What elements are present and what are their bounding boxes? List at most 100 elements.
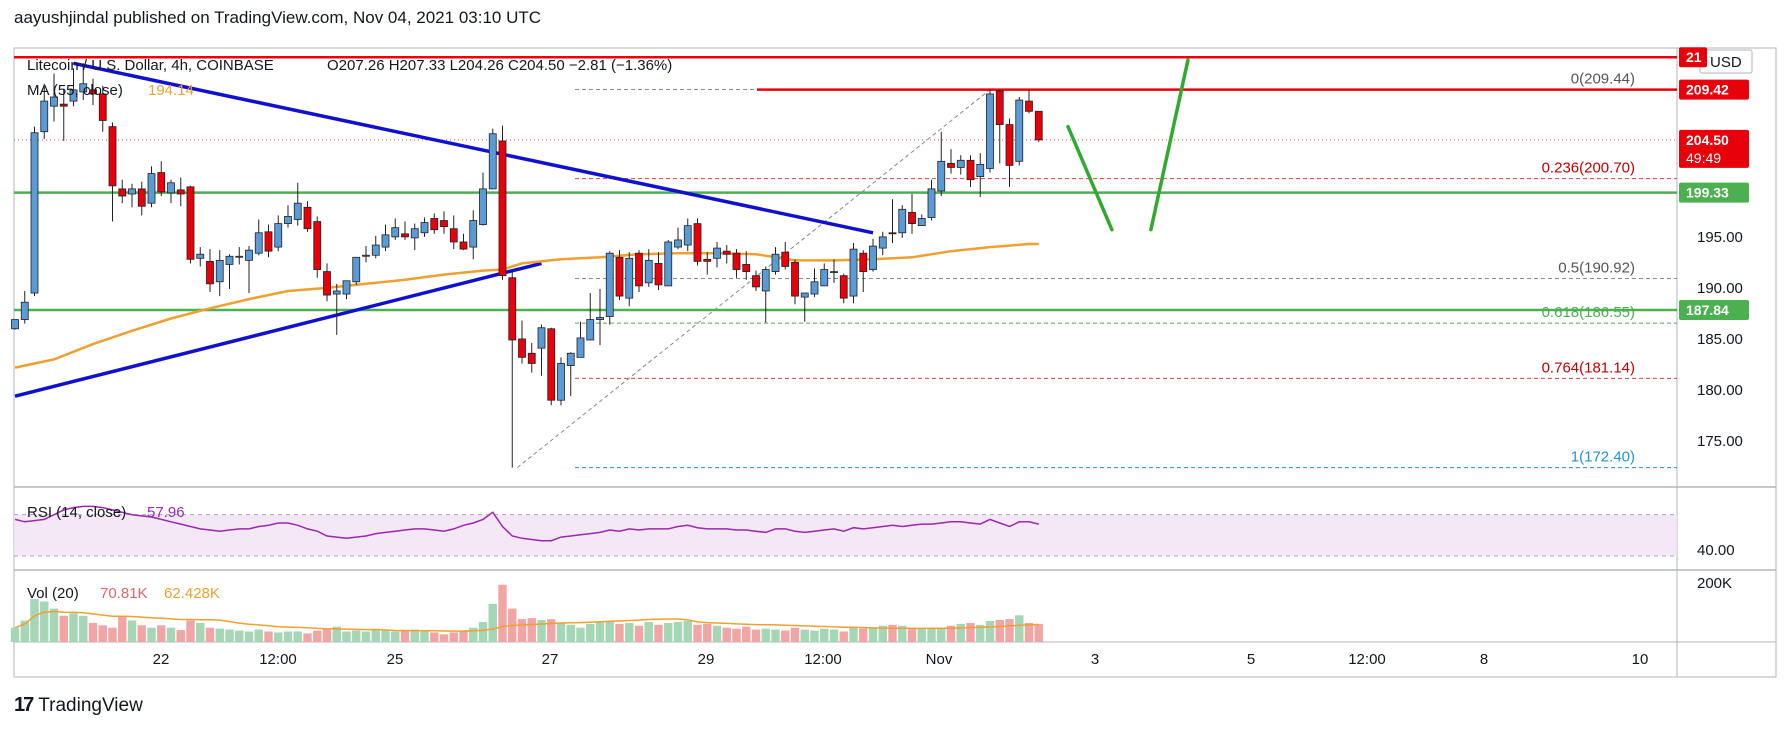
volume-bar bbox=[995, 620, 1004, 642]
volume-bar bbox=[615, 623, 624, 642]
candle-down bbox=[508, 277, 517, 341]
candle-up bbox=[235, 255, 244, 258]
price-badge-label: 187.84 bbox=[1686, 302, 1729, 318]
volume-bar bbox=[527, 618, 536, 642]
volume-bar bbox=[985, 621, 995, 642]
candle-up bbox=[469, 220, 478, 248]
candle-up bbox=[50, 96, 58, 107]
volume-bar bbox=[488, 603, 497, 642]
candle-up bbox=[625, 257, 634, 299]
candle-up bbox=[352, 256, 361, 283]
legend-symbol: Litecoin / U.S. Dollar, 4h, COINBASE bbox=[27, 57, 274, 74]
candle-up bbox=[79, 83, 88, 93]
candle-down bbox=[703, 258, 712, 262]
volume-bar bbox=[459, 630, 468, 642]
volume-bar bbox=[790, 627, 800, 642]
volume-bar bbox=[634, 625, 644, 642]
candle-up bbox=[284, 216, 292, 225]
volume-bar bbox=[1034, 623, 1043, 642]
volume-bar bbox=[283, 631, 293, 642]
volume-bar bbox=[586, 623, 595, 642]
volume-bar bbox=[69, 613, 78, 642]
volume-bar bbox=[673, 621, 683, 642]
volume-bar bbox=[274, 632, 283, 642]
price-badges: 21 209.42 204.50 49:49 199.33 187.84 bbox=[1679, 47, 1749, 320]
volume-bar bbox=[196, 622, 205, 642]
fib-level-label: 0.236(200.70) bbox=[1542, 160, 1635, 177]
volume-bar bbox=[176, 630, 185, 642]
horizontal-levels[interactable] bbox=[14, 55, 1677, 312]
candle-up bbox=[898, 208, 907, 234]
candles bbox=[11, 63, 1043, 468]
tradingview-logo-icon: 17 bbox=[14, 694, 34, 716]
volume-bar bbox=[732, 628, 741, 642]
candle-down bbox=[742, 264, 751, 272]
candle-up bbox=[225, 255, 234, 265]
volume-bar bbox=[322, 628, 332, 642]
candle-down bbox=[947, 162, 955, 168]
candle-up bbox=[644, 259, 653, 284]
candle-down bbox=[186, 186, 195, 260]
candle-up bbox=[69, 89, 78, 102]
candle-up bbox=[917, 218, 926, 227]
projection-path[interactable] bbox=[1066, 58, 1190, 232]
candle-down bbox=[59, 103, 68, 107]
candle-down bbox=[908, 211, 916, 224]
tradingview-footer[interactable]: 17 TradingView bbox=[14, 694, 143, 717]
fib-retracement[interactable]: 0(209.44) 0.236(200.70) 0.5(190.92) 0.618(1… bbox=[516, 70, 1677, 469]
time-tick-label: 12:00 bbox=[259, 651, 297, 668]
candle-up bbox=[391, 227, 400, 238]
candle-up bbox=[878, 236, 887, 249]
candle-down bbox=[430, 218, 439, 231]
candle-down bbox=[303, 206, 312, 230]
legend-vol-label: Vol (20) bbox=[27, 585, 79, 602]
volume-bar bbox=[849, 626, 858, 642]
volume-bar bbox=[225, 629, 234, 642]
candle-up bbox=[371, 244, 380, 256]
volume-bar bbox=[644, 621, 653, 642]
candle-up bbox=[800, 292, 809, 298]
candle-down bbox=[635, 252, 643, 287]
volume-bar bbox=[683, 621, 692, 642]
candle-up bbox=[976, 163, 985, 178]
volume-bar bbox=[537, 620, 546, 642]
price-badge-label: 209.42 bbox=[1686, 82, 1729, 98]
legend-ohlc: O207.26 H207.33 L204.26 C204.50 −2.81 (−… bbox=[327, 57, 672, 74]
candle-up bbox=[810, 281, 819, 295]
candle-down bbox=[137, 188, 146, 207]
projection-up bbox=[1149, 58, 1190, 232]
projection-down bbox=[1066, 124, 1114, 232]
volume-bar bbox=[137, 625, 146, 642]
volume-bar bbox=[391, 631, 400, 642]
candle-down bbox=[176, 189, 185, 195]
volume-bar bbox=[342, 631, 351, 642]
legend-vol-value: 70.81K bbox=[100, 585, 148, 602]
volume-bar bbox=[654, 624, 663, 642]
volume-bar bbox=[166, 627, 176, 642]
price-badge-box bbox=[1679, 129, 1749, 168]
candle-up bbox=[1015, 99, 1024, 162]
lower-uptrend bbox=[14, 261, 542, 398]
price-badge: 187.84 bbox=[1679, 299, 1749, 320]
candle-up bbox=[956, 159, 965, 168]
volume-bar bbox=[215, 628, 224, 642]
candle-up bbox=[820, 269, 829, 287]
volume-bar bbox=[829, 629, 839, 642]
trendlines[interactable] bbox=[14, 61, 874, 398]
candle-down bbox=[722, 250, 731, 255]
time-tick-label: 25 bbox=[387, 651, 404, 668]
candle-up bbox=[410, 228, 419, 239]
candle-up bbox=[362, 254, 370, 257]
time-tick-label: 27 bbox=[542, 651, 559, 668]
axes: 175.00 180.00 185.00 190.00 195.00 USD 22 12:00… bbox=[153, 49, 1753, 668]
candle-up bbox=[849, 248, 858, 297]
volume-bar bbox=[381, 630, 390, 642]
volume-bar bbox=[420, 631, 429, 642]
candle-up bbox=[557, 363, 565, 401]
candle-down bbox=[264, 231, 273, 252]
candle-up bbox=[40, 100, 49, 133]
volume-bar bbox=[595, 621, 605, 642]
candle-up bbox=[215, 259, 224, 283]
volume-bar bbox=[839, 631, 848, 642]
